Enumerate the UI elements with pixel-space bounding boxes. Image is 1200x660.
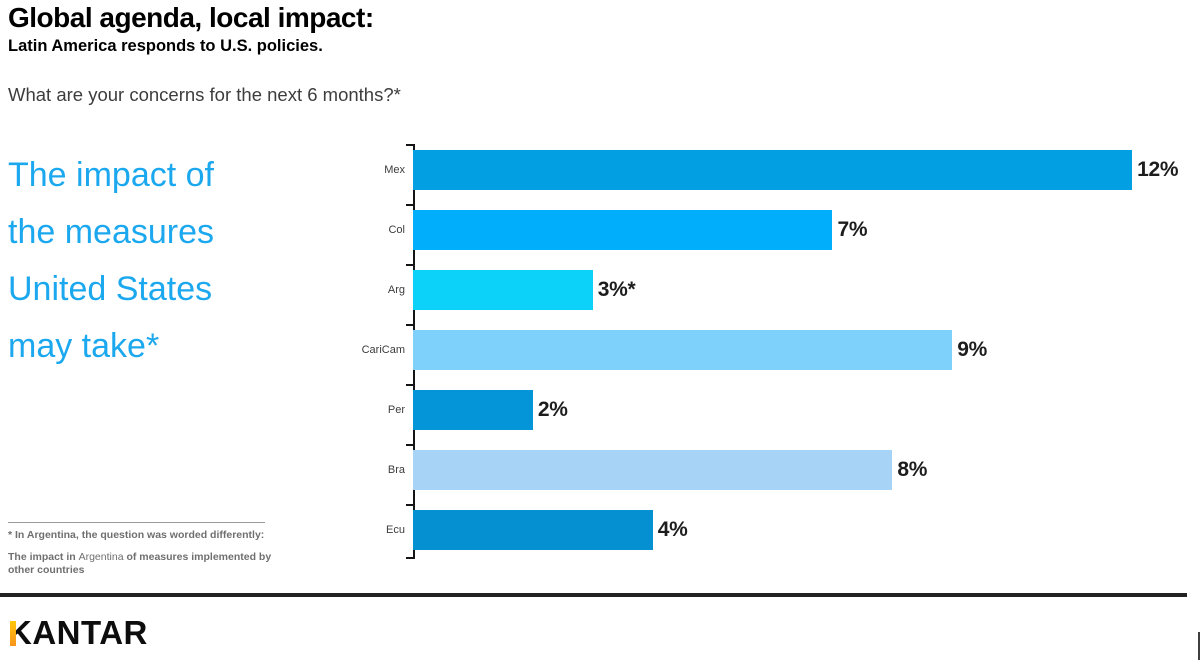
value-label: 12% (1137, 158, 1179, 181)
bar-arg (413, 270, 593, 310)
axis-tick (406, 204, 413, 206)
chart-row-arg: Arg 3%* (348, 260, 1192, 320)
footnote-line1: * In Argentina, the question was worded … (8, 529, 265, 541)
bar-area: 9% (413, 330, 1192, 370)
screen-edge-artifact (1198, 632, 1200, 660)
bar-caricam (413, 330, 953, 370)
footnote-divider (8, 522, 265, 523)
category-label: Arg (387, 284, 405, 296)
category-label: CariCam (361, 344, 405, 356)
chart-row-mex: Mex 12% (348, 140, 1192, 200)
chart-row-per: Per 2% (348, 380, 1192, 440)
chart-row-ecu: Ecu 4% (348, 500, 1192, 560)
bar-area: 8% (413, 450, 1192, 490)
bar-ecu (413, 510, 653, 550)
kantar-logo-text: KANTAR (8, 614, 148, 651)
survey-question: What are your concerns for the next 6 mo… (8, 84, 401, 105)
category-label: Mex (384, 164, 405, 176)
category-label: Per (387, 404, 405, 416)
value-label: 7% (837, 218, 868, 241)
bar-col (413, 210, 833, 250)
page-subtitle: Latin America responds to U.S. policies. (8, 37, 323, 55)
bar-area: 2% (413, 390, 1192, 430)
category-label: Bra (387, 464, 405, 476)
kantar-logo: KANTAR (8, 614, 148, 652)
bar-area: 7% (413, 210, 1192, 250)
category-label: Col (388, 224, 405, 236)
chart-row-bra: Bra 8% (348, 440, 1192, 500)
bar-area: 4% (413, 510, 1192, 550)
bar-area: 12% (413, 150, 1192, 190)
chart-row-col: Col 7% (348, 200, 1192, 260)
bar-area: 3%* (413, 270, 1192, 310)
footnote-line2: The impact in Argentina of measures impl… (8, 551, 282, 577)
footer-divider-bar (0, 593, 1187, 597)
category-label: Ecu (386, 524, 405, 536)
chart-rows: Mex 12% Col 7% Arg 3%* CariCam 9% Per 2% Bra 8% Ecu 4… (348, 140, 1192, 560)
bar-mex (413, 150, 1133, 190)
value-label: 9% (957, 338, 988, 361)
hero-line-1: The impact of (8, 156, 214, 194)
axis-tick (406, 144, 413, 146)
hero-line-2: the measures (8, 213, 214, 251)
value-label: 8% (897, 458, 928, 481)
bar-per (413, 390, 533, 430)
footnote-text-argentina: Argentina (78, 551, 124, 563)
value-label: 4% (657, 518, 688, 541)
axis-tick (406, 504, 413, 506)
chart-row-caricam: CariCam 9% (348, 320, 1192, 380)
footnote-text-post: of measures implemented by other countri… (8, 551, 272, 576)
value-label: 3%* (597, 278, 636, 301)
page-title: Global agenda, local impact: (8, 2, 374, 33)
axis-tick (406, 264, 413, 266)
axis-tick (406, 384, 413, 386)
bar-chart: Mex 12% Col 7% Arg 3%* CariCam 9% Per 2% Bra 8% Ecu 4… (348, 140, 1192, 560)
hero-line-3: United States (8, 270, 213, 308)
value-label: 2% (537, 398, 568, 421)
axis-tick (406, 324, 413, 326)
hero-statement: The impact of the measures United States… (8, 147, 214, 375)
axis-tick (406, 557, 413, 559)
footnote-text-pre: The impact in (8, 551, 79, 563)
axis-tick (406, 444, 413, 446)
bar-bra (413, 450, 893, 490)
logo-accent-bar (10, 621, 16, 646)
hero-line-4: may take* (8, 327, 160, 365)
